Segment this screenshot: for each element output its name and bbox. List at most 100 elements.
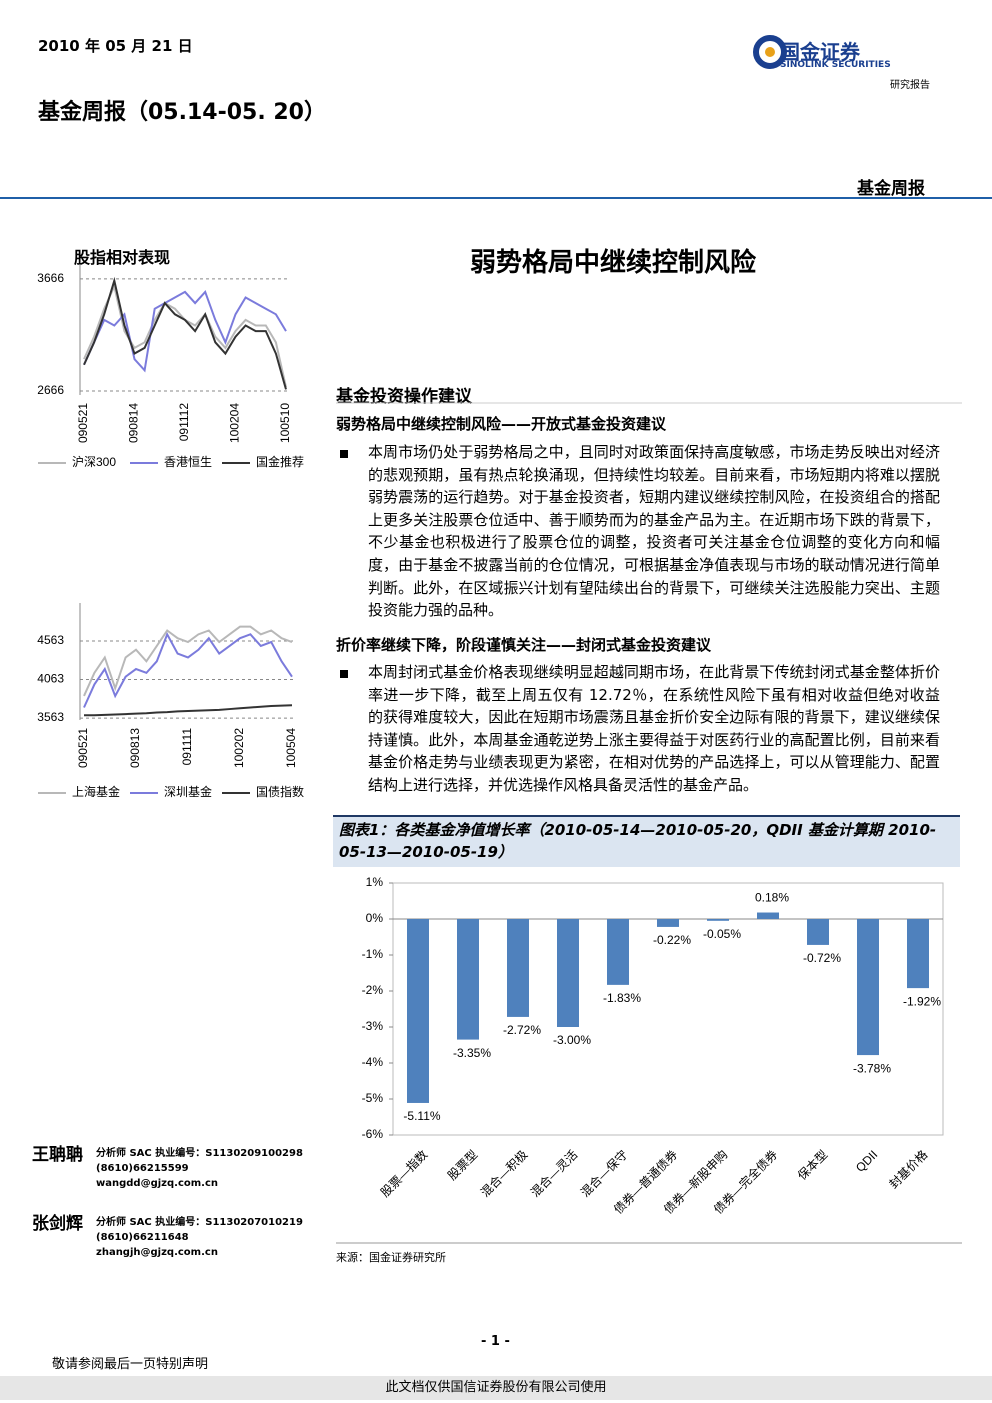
value-label: -0.72% — [803, 951, 841, 965]
x-tick-label: 股票—指数 — [377, 1147, 430, 1200]
y-tick-label: 3666 — [37, 271, 64, 285]
analyst-info: 分析师 SAC 执业编号：S1130209100298 (8610)6621559… — [96, 1146, 303, 1191]
x-tick-label: 100202 — [232, 728, 246, 768]
x-tick-label: 混合—保守 — [577, 1147, 630, 1200]
x-tick-label: 混合—积极 — [477, 1147, 530, 1200]
value-label: -5.11% — [403, 1109, 440, 1123]
date: 2010 年 05 月 21 日 — [38, 37, 193, 55]
x-tick-label: 保本型 — [795, 1147, 830, 1182]
legend-label: 深圳基金 — [164, 784, 212, 799]
subsection-title: 折价率继续下降，阶段谨慎关注——封闭式基金投资建议 — [336, 636, 712, 654]
value-label: -3.00% — [553, 1033, 591, 1047]
report-title: 基金周报（05.14-05. 20） — [38, 100, 326, 125]
bar — [657, 919, 679, 927]
report-type: 研究报告 — [890, 80, 930, 91]
legend-label: 上海基金 — [72, 784, 120, 799]
paragraph: 本周市场仍处于弱势格局之中，且同时对政策面保持高度敏感，市场走势反映出对经济的悲… — [368, 443, 940, 620]
legend-label: 国债指数 — [256, 784, 304, 799]
value-label: -3.78% — [853, 1061, 891, 1075]
section-label: 基金周报 — [857, 179, 925, 199]
brand-en: SINOLINK SECURITIES — [780, 60, 891, 70]
paragraph: 本周封闭式基金价格表现继续明显超越同期市场，在此背景下传统封闭式基金整体折价率进… — [368, 663, 940, 794]
value-label: -1.92% — [903, 994, 941, 1008]
section-heading: 基金投资操作建议 — [336, 387, 472, 407]
watermark: 此文档仅供国信证券股份有限公司使用 — [0, 1376, 992, 1400]
y-tick-label: 3563 — [37, 710, 64, 724]
x-tick-label: 封基价格 — [886, 1147, 931, 1192]
analyst-role: 分析师 SAC 执业编号：S1130209100298 — [96, 1148, 303, 1159]
analyst-info: 分析师 SAC 执业编号：S1130207010219 (8610)6621164… — [96, 1215, 303, 1260]
x-tick-label: 090814 — [127, 403, 141, 443]
y-tick-label: 2666 — [37, 383, 64, 397]
analyst-name: 王聃聃 — [32, 1145, 83, 1165]
legend-label: 香港恒生 — [164, 455, 212, 469]
value-label: 0.18% — [755, 891, 789, 905]
value-label: -2.72% — [503, 1023, 541, 1037]
analyst-email: wangdd@gjzq.com.cn — [96, 1178, 219, 1189]
main-title: 弱势格局中继续控制风险 — [470, 248, 757, 278]
value-label: -3.35% — [453, 1046, 491, 1060]
figure-caption: 图表1：各类基金净值增长率（2010-05-14—2010-05-20，QDII… — [333, 815, 960, 867]
x-tick-label: QDII — [853, 1147, 880, 1174]
plot-frame — [392, 882, 944, 1136]
y-tick-label: -2% — [362, 983, 384, 997]
value-label: -1.83% — [603, 991, 641, 1005]
bar — [907, 919, 929, 989]
x-tick-label: 091111 — [180, 728, 194, 766]
series-line — [84, 704, 293, 717]
series-line — [83, 631, 293, 708]
x-tick-label: 混合—灵活 — [527, 1147, 580, 1200]
x-tick-label: 090813 — [128, 728, 142, 768]
bullet — [340, 450, 348, 458]
y-tick-label: -3% — [362, 1019, 384, 1033]
analyst-name: 张剑辉 — [32, 1214, 83, 1234]
bar — [507, 919, 529, 1017]
y-tick-label: 1% — [366, 875, 384, 889]
chart-title: 股指相对表现 — [74, 248, 171, 267]
bar — [757, 912, 779, 919]
y-tick-label: -5% — [362, 1091, 384, 1105]
value-label: -0.05% — [703, 927, 741, 941]
analyst-phone: (8610)66215599 — [96, 1163, 189, 1174]
legend-label: 国金推荐 — [256, 454, 304, 469]
x-tick-label: 091112 — [177, 403, 191, 442]
bar — [407, 919, 429, 1103]
bullet — [340, 670, 348, 678]
logo-dot — [765, 47, 775, 57]
disclaimer: 敬请参阅最后一页特别声明 — [52, 1357, 209, 1372]
page-number: - 1 - — [481, 1334, 510, 1349]
x-tick-label: 100504 — [284, 728, 298, 768]
bar — [457, 919, 479, 1040]
y-tick-label: 4063 — [37, 672, 64, 686]
bar — [557, 919, 579, 1027]
series-line — [83, 625, 293, 697]
legend-label: 沪深300 — [72, 455, 116, 469]
y-tick-label: -1% — [362, 947, 384, 961]
x-tick-label: 090521 — [76, 403, 90, 443]
y-tick-label: -4% — [362, 1055, 384, 1069]
analyst-role: 分析师 SAC 执业编号：S1130207010219 — [96, 1217, 303, 1228]
subsection-title: 弱势格局中继续控制风险——开放式基金投资建议 — [336, 415, 667, 433]
bar — [707, 919, 729, 921]
bar — [857, 919, 879, 1056]
y-tick-label: -6% — [362, 1127, 384, 1141]
y-tick-label: 4563 — [37, 633, 64, 647]
x-tick-label: 100204 — [228, 403, 242, 443]
brand: 国金证券 — [780, 40, 860, 64]
x-tick-label: 090521 — [76, 728, 90, 768]
y-tick-label: 0% — [366, 911, 384, 925]
analyst-email: zhangjh@gjzq.com.cn — [96, 1247, 218, 1258]
series-line — [83, 283, 287, 388]
logo — [753, 35, 787, 69]
bar — [807, 919, 829, 945]
x-tick-label: 股票型 — [445, 1147, 480, 1182]
bar — [607, 919, 629, 985]
value-label: -0.22% — [653, 933, 691, 947]
series-line — [83, 276, 287, 390]
analyst-phone: (8610)66211648 — [96, 1232, 189, 1243]
figure-source: 来源：国金证券研究所 — [336, 1251, 446, 1264]
x-tick-label: 100510 — [278, 403, 292, 443]
series-line — [83, 289, 287, 373]
